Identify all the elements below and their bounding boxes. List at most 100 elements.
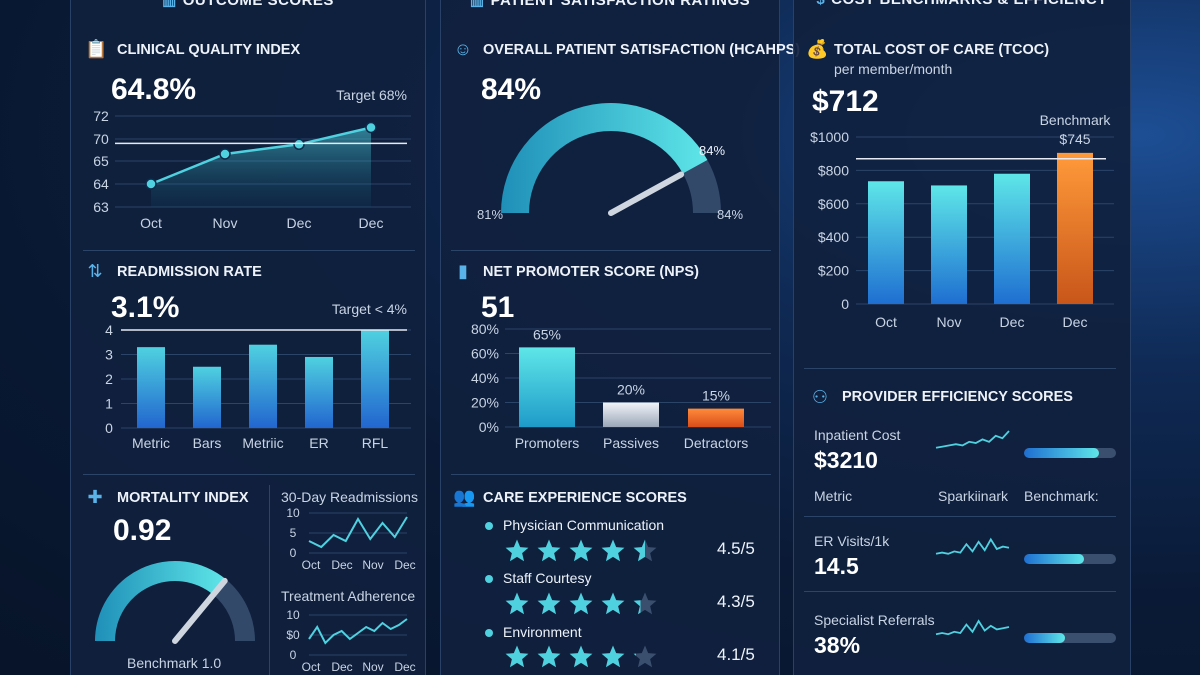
sparkline xyxy=(935,430,1010,449)
x-tick-label: Detractors xyxy=(684,435,749,451)
bar xyxy=(193,366,221,428)
sparkline xyxy=(935,619,1010,636)
star-icon xyxy=(569,539,593,562)
patient-satisfaction-title: ▥ PATIENT SATISFACTION RATINGS xyxy=(441,0,779,9)
money-bag-icon: 💰 xyxy=(806,39,829,59)
clinical-quality-value: 64.8% xyxy=(111,73,197,106)
outcome-scores-title: ▥ OUTCOME SCORES xyxy=(71,0,425,9)
clinical-quality-chart: 72 70 65 64 63 Oct Nov Dec Dec Target 68% xyxy=(93,87,411,231)
bar-chart-icon: ▮ xyxy=(458,261,468,281)
x-tick-label: Nov xyxy=(362,660,383,674)
star-icon xyxy=(537,539,561,562)
star-icon xyxy=(569,592,593,615)
provider-efficiency-title: PROVIDER EFFICIENCY SCORES xyxy=(842,389,1073,405)
hcahps-max-label: 84% xyxy=(717,207,744,222)
care-item-label: Physician Communication xyxy=(503,517,665,533)
pe-item-bar-fill xyxy=(1024,448,1100,458)
y-tick-label: 60% xyxy=(471,346,499,362)
star-icon xyxy=(601,645,625,668)
pe-item-bar xyxy=(1024,633,1116,643)
mortality-icon: ✚ xyxy=(87,487,103,507)
care-item-label: Staff Courtesy xyxy=(503,570,592,586)
y-tick-label: 40% xyxy=(471,370,499,386)
x-tick-label: Oct xyxy=(140,215,162,231)
x-tick-label: Metric xyxy=(132,435,170,451)
pe-item-label: Specialist Referrals xyxy=(814,612,935,628)
star-rating xyxy=(505,539,657,563)
y-tick-label: $0 xyxy=(286,628,300,642)
star-icon xyxy=(633,592,657,615)
pe-header-metric: Metric xyxy=(814,488,853,504)
data-label: 65% xyxy=(533,326,561,342)
bar xyxy=(361,330,389,428)
x-tick-label: Dec xyxy=(394,558,415,572)
benchmark-label: Benchmark xyxy=(1040,112,1112,128)
mortality-value: 0.92 xyxy=(113,514,172,547)
care-experience-title: CARE EXPERIENCE SCORES xyxy=(483,490,687,506)
pe-header-bench: Benchmark: xyxy=(1024,488,1099,504)
cost-benchmarks-panel: $COST BENCHMARKS & EFFICIENCY 💰 TOTAL CO… xyxy=(793,0,1131,675)
pe-item-bar xyxy=(1024,448,1116,458)
y-tick-label: $800 xyxy=(818,162,849,178)
pe-item-value: 14.5 xyxy=(814,553,859,579)
target-label: Target < 4% xyxy=(332,301,407,317)
bar xyxy=(688,408,744,427)
star-icon xyxy=(505,592,529,615)
y-tick-label: 0% xyxy=(479,419,499,435)
care-item-score: 4.1/5 xyxy=(717,645,755,664)
mortality-gauge xyxy=(95,560,255,644)
treatment-adherence-chart: 10 $0 0 Oct Dec Nov Dec xyxy=(286,608,415,674)
star-icon xyxy=(633,539,657,562)
mortality-benchmark-label: Benchmark 1.0 xyxy=(127,655,222,671)
bar-chart-icon: ▥ xyxy=(469,0,485,9)
mortality-gauge-track xyxy=(213,579,255,641)
y-tick-label: 0 xyxy=(290,648,297,662)
smiley-icon: ☺ xyxy=(453,39,473,59)
hcahps-gauge-track xyxy=(682,160,721,213)
pe-item-label: ER Visits/1k xyxy=(814,533,890,549)
y-tick-label: 0 xyxy=(841,296,849,312)
data-point xyxy=(219,148,231,160)
pe-header-spark: Sparkiinark xyxy=(938,488,1009,504)
hcahps-min-label: 81% xyxy=(477,207,504,222)
y-tick-label: 1 xyxy=(105,396,113,412)
x-tick-label: Dec xyxy=(1000,314,1025,330)
y-tick-label: 63 xyxy=(93,199,109,215)
y-tick-label: $600 xyxy=(818,196,849,212)
star-icon xyxy=(505,645,529,668)
pe-item-value: 38% xyxy=(814,632,861,658)
x-tick-label: Bars xyxy=(193,435,222,451)
star-icon xyxy=(633,645,657,668)
y-tick-label: 5 xyxy=(290,526,297,540)
care-item-score: 4.3/5 xyxy=(717,592,755,611)
x-tick-label: Dec xyxy=(359,215,384,231)
x-tick-label: ER xyxy=(309,435,328,451)
readmissions-30-title: 30-Day Readmissions xyxy=(281,489,418,505)
pe-item-label: Inpatient Cost xyxy=(814,427,901,443)
star-icon xyxy=(601,592,625,615)
bar xyxy=(1057,152,1093,304)
y-tick-label: 3 xyxy=(105,347,113,363)
y-tick-label: 70 xyxy=(93,131,109,147)
tcoc-chart: $1000 $800 $600 $400 $200 0 Oct Nov Dec Dec Benchm… xyxy=(810,112,1114,330)
care-item-label: Environment xyxy=(503,624,582,640)
x-tick-label: Nov xyxy=(362,558,383,572)
tcoc-title: TOTAL COST OF CARE (TCOC) xyxy=(834,42,1050,58)
x-tick-label: Oct xyxy=(302,660,321,674)
readmission-value: 3.1% xyxy=(111,291,180,324)
pe-item-value: $3210 xyxy=(814,447,878,473)
x-tick-label: Dec xyxy=(1063,314,1088,330)
readmission-chart: 4 3 2 1 0 Metric Bars Metriic ER RFL Target < 4% xyxy=(105,301,411,451)
star-icon xyxy=(601,539,625,562)
star-icon xyxy=(505,539,529,562)
readmissions-30-chart: 10 5 0 Oct Dec Nov Dec xyxy=(286,506,415,572)
y-tick-label: 80% xyxy=(471,321,499,337)
hcahps-gauge-fill xyxy=(501,102,708,213)
x-tick-label: Promoters xyxy=(515,435,580,451)
nps-value: 51 xyxy=(481,291,515,324)
star-icon xyxy=(537,645,561,668)
mortality-gauge-needle xyxy=(172,577,228,644)
y-tick-label: 20% xyxy=(471,395,499,411)
bar xyxy=(603,402,659,427)
hcahps-value: 84% xyxy=(481,73,542,106)
